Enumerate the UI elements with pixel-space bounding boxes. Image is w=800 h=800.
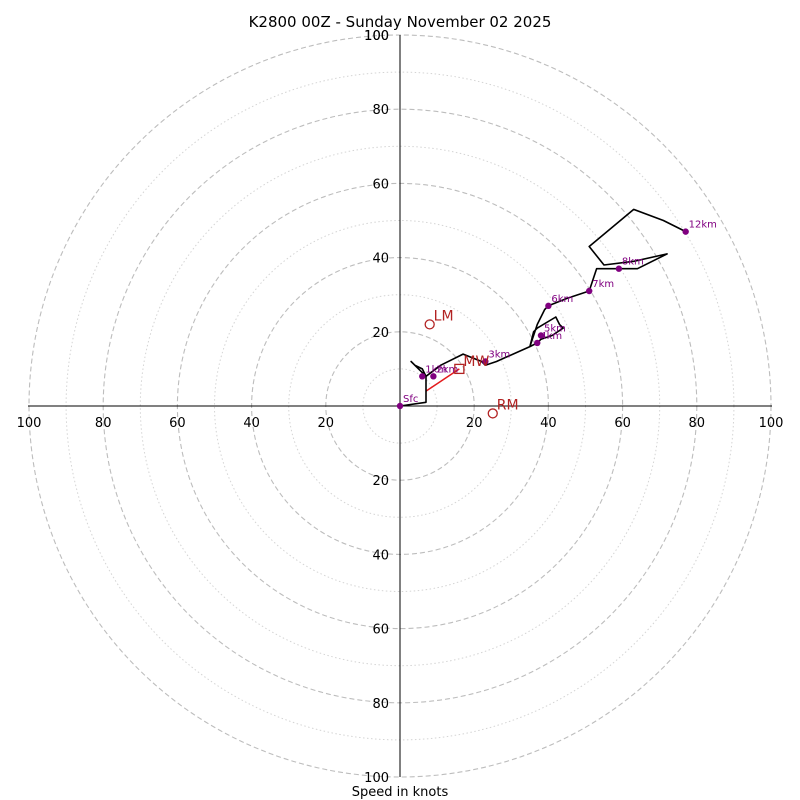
x-tick-label: 60: [169, 416, 186, 431]
height-marker-dot: [430, 373, 437, 380]
hodograph-trace: [399, 208, 687, 407]
height-marker-label: 7km: [592, 279, 614, 290]
right-mover-marker: [487, 408, 498, 419]
height-marker-dot: [534, 339, 541, 347]
y-tick-label: 80: [372, 697, 389, 712]
height-marker-dot: [615, 265, 623, 272]
y-tick-label: 80: [372, 103, 389, 118]
y-tick-label: 60: [372, 177, 389, 192]
y-tick-label: 40: [372, 252, 389, 267]
height-marker-dot: [537, 332, 545, 339]
x-tick-labels: 100 80 60 40 20 20 40 60 80 100: [17, 416, 784, 431]
hodograph-layer: [399, 208, 687, 407]
mean-wind-marker: [454, 363, 465, 375]
x-tick-label: 100: [17, 416, 42, 431]
x-tick-label: 40: [243, 416, 260, 431]
height-marker-label: 6km: [551, 294, 573, 305]
height-marker-dot: [396, 402, 404, 410]
x-tick-label: 20: [466, 416, 483, 431]
mean-wind-label: MW: [463, 354, 489, 370]
height-marker-label: 3km: [488, 349, 510, 360]
height-marker-label: 4km: [540, 331, 562, 342]
height-marker-label: 8km: [622, 257, 644, 268]
x-tick-label: 20: [318, 416, 335, 431]
y-tick-label: 20: [372, 474, 389, 489]
right-mover-label: RM: [497, 397, 519, 413]
height-marker-label: 12km: [689, 220, 717, 231]
left-mover-label: LM: [434, 308, 454, 324]
height-marker-label: 5km: [544, 324, 566, 335]
bunkers-line: [425, 368, 460, 392]
y-tick-label: 60: [372, 623, 389, 638]
y-tick-label: 100: [364, 29, 389, 44]
y-tick-label-top: 100: [364, 29, 389, 44]
y-tick-label: 100: [364, 771, 389, 786]
height-marker-dot: [419, 373, 426, 380]
x-tick-label: 80: [95, 416, 112, 431]
height-marker-dot: [545, 302, 552, 310]
y-tick-label: 20: [372, 326, 389, 341]
storm-motion-markers: RM LM MW: [424, 308, 519, 419]
height-marker-label: 2km: [436, 364, 458, 375]
x-axis-label: Speed in knots: [352, 785, 449, 800]
height-marker-dot: [586, 287, 593, 295]
left-mover-marker: [424, 319, 435, 330]
height-marker-label: Sfc: [403, 394, 418, 405]
height-marker-dot: [482, 358, 489, 365]
x-tick-label: 60: [614, 416, 631, 431]
height-marker-label: 1km: [425, 364, 447, 375]
x-tick-label: 40: [540, 416, 557, 431]
y-tick-label: 40: [372, 548, 389, 563]
height-marker-dot: [682, 228, 689, 235]
x-tick-label: 100: [759, 416, 784, 431]
chart-title: K2800 00Z - Sunday November 02 2025: [249, 13, 552, 31]
x-tick-label: 80: [689, 416, 706, 431]
